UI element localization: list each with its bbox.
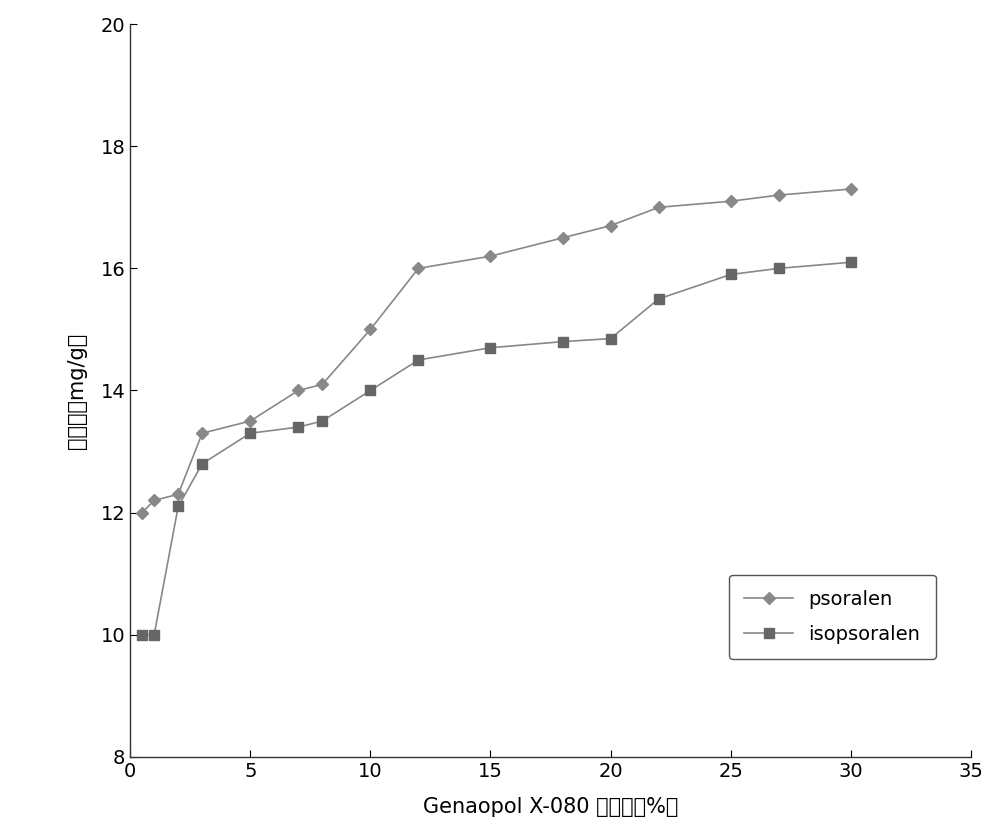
psoralen (136, 508, 148, 518)
Legend: psoralen, isopsoralen: psoralen, isopsoralen (729, 575, 936, 659)
Y-axis label: 提取率（mg/g）: 提取率（mg/g） (67, 333, 87, 449)
isopsoralen (605, 334, 617, 344)
Line: isopsoralen: isopsoralen (137, 258, 856, 640)
psoralen (605, 221, 617, 231)
Line: psoralen: psoralen (138, 185, 855, 517)
psoralen (484, 251, 496, 261)
psoralen (364, 324, 376, 334)
isopsoralen (316, 416, 328, 426)
isopsoralen (773, 264, 785, 274)
isopsoralen (653, 294, 665, 304)
psoralen (244, 416, 256, 426)
isopsoralen (172, 501, 184, 511)
isopsoralen (725, 269, 737, 279)
isopsoralen (196, 459, 208, 469)
psoralen (172, 490, 184, 500)
isopsoralen (136, 630, 148, 640)
isopsoralen (148, 630, 160, 640)
psoralen (725, 196, 737, 206)
psoralen (557, 233, 569, 243)
isopsoralen (244, 428, 256, 438)
psoralen (412, 264, 424, 274)
isopsoralen (484, 343, 496, 353)
psoralen (196, 428, 208, 438)
isopsoralen (845, 257, 857, 267)
psoralen (316, 379, 328, 389)
psoralen (773, 190, 785, 200)
psoralen (148, 495, 160, 505)
isopsoralen (557, 337, 569, 347)
X-axis label: Genaopol X-080 的浓度（%）: Genaopol X-080 的浓度（%） (423, 797, 678, 817)
psoralen (653, 203, 665, 213)
psoralen (845, 184, 857, 194)
isopsoralen (412, 355, 424, 365)
isopsoralen (292, 422, 304, 432)
psoralen (292, 385, 304, 395)
isopsoralen (364, 385, 376, 395)
